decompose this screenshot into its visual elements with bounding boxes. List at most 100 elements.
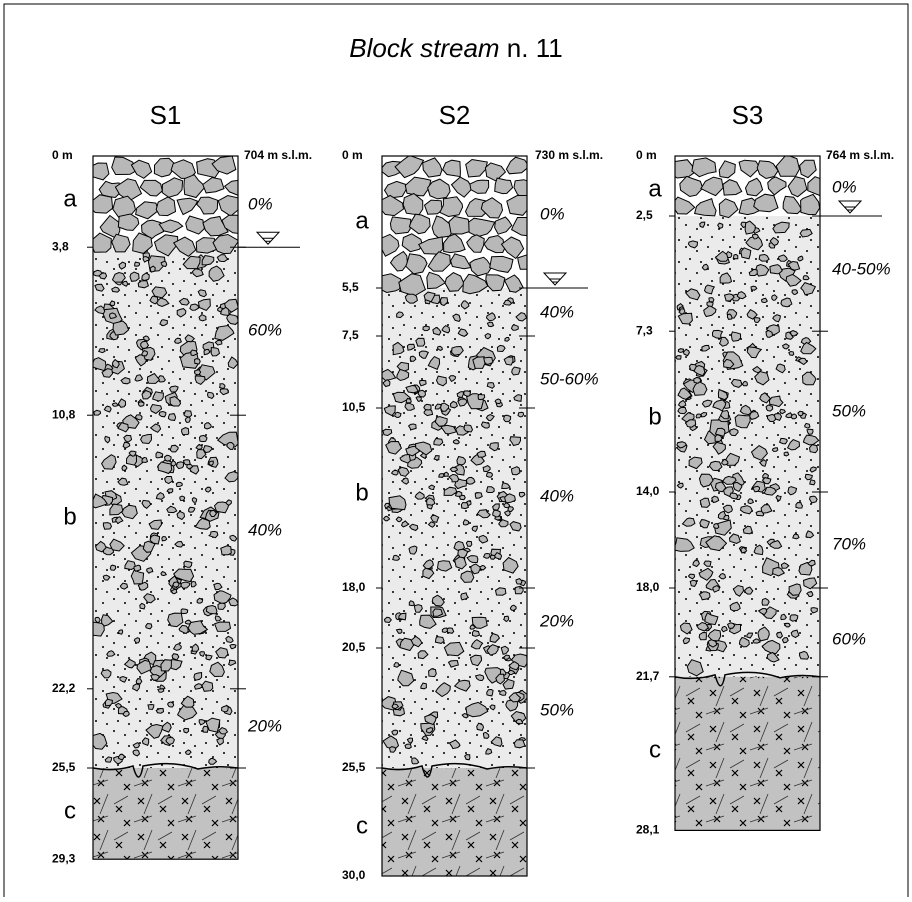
elevation: 764 m s.l.m. (826, 148, 894, 162)
clast (87, 195, 113, 213)
unit-label: b (648, 403, 661, 430)
depth-label: 18,0 (342, 580, 366, 594)
clast (206, 606, 217, 615)
clast (424, 410, 433, 416)
clast (444, 472, 448, 476)
clast (810, 480, 815, 485)
clast (793, 534, 799, 539)
clast (791, 414, 796, 419)
clast (475, 493, 482, 499)
clast (766, 405, 773, 411)
column-log (669, 155, 825, 831)
clast (176, 482, 182, 486)
clast (180, 496, 185, 501)
depth-label: 18,0 (636, 580, 660, 594)
depth-label: 28,1 (636, 823, 660, 837)
clast (168, 414, 175, 421)
clast (514, 740, 525, 748)
clast (741, 248, 751, 259)
clast (190, 304, 199, 310)
layer-c (675, 677, 820, 831)
column-heading: S1 (150, 100, 182, 130)
clast (148, 705, 154, 710)
clast (218, 603, 225, 609)
clast (699, 633, 706, 640)
clast (792, 290, 798, 295)
clast (429, 669, 437, 677)
clast (690, 580, 696, 586)
clast (167, 489, 173, 493)
clast (87, 622, 104, 636)
clast (202, 681, 213, 691)
depth-top: 0 m (52, 148, 73, 162)
clast (696, 414, 701, 418)
percentage: 0% (832, 177, 857, 196)
percentage: 20% (247, 716, 282, 735)
clast (504, 655, 510, 659)
percentage: 0% (248, 194, 273, 213)
clast (701, 413, 707, 417)
clast (194, 673, 202, 681)
clast (478, 394, 485, 399)
clast (123, 711, 129, 716)
clast (181, 609, 188, 614)
column-log (87, 156, 247, 859)
percentage: 40% (248, 520, 282, 539)
clast (770, 265, 782, 274)
clast (221, 546, 232, 555)
clast (810, 445, 818, 453)
clast (728, 623, 735, 629)
clast (466, 541, 471, 546)
clast (512, 367, 521, 375)
clast (768, 414, 776, 421)
elevation: 704 m s.l.m. (244, 148, 312, 162)
clast (487, 322, 493, 327)
clast (789, 352, 794, 356)
clast (790, 615, 798, 621)
clast (191, 581, 196, 586)
clast (146, 624, 152, 629)
clast (439, 474, 444, 478)
percentage: 40-50% (832, 259, 891, 278)
clast (461, 503, 468, 509)
clast (99, 349, 105, 353)
clast (208, 392, 214, 398)
clast (464, 391, 471, 396)
clast (220, 384, 225, 389)
clast (138, 281, 148, 288)
depth-label: 21,7 (636, 669, 660, 683)
unit-label: a (355, 207, 369, 234)
clast (215, 622, 231, 631)
clast (709, 298, 714, 302)
clast (170, 445, 178, 452)
clast (484, 357, 493, 364)
clast (714, 524, 719, 529)
depth-label: 10,8 (52, 407, 76, 421)
water-table (257, 232, 279, 244)
clast (727, 314, 732, 319)
unit-label: c (64, 797, 76, 824)
clast (140, 603, 145, 609)
clast (487, 487, 495, 493)
clast (500, 690, 506, 695)
clast (110, 565, 115, 570)
depth-label: 30,0 (342, 868, 366, 882)
clast (160, 320, 167, 326)
title: Block stream n. 11 (349, 33, 562, 63)
clast (485, 334, 491, 339)
clast (678, 407, 687, 413)
clast (484, 554, 491, 559)
clast (435, 637, 444, 644)
figure: Block stream n. 11 S1 0 m 704 m s.l.m. 3,8 1… (0, 0, 912, 897)
clast (733, 254, 738, 258)
clast (130, 272, 139, 281)
depth-label: 7,3 (636, 323, 653, 337)
clast (464, 425, 473, 432)
clast (390, 747, 396, 753)
depth-label: 3,8 (52, 239, 69, 253)
clast (694, 377, 701, 383)
clast (487, 690, 493, 696)
clast (222, 706, 229, 712)
clast (176, 462, 183, 469)
clast (184, 411, 192, 418)
